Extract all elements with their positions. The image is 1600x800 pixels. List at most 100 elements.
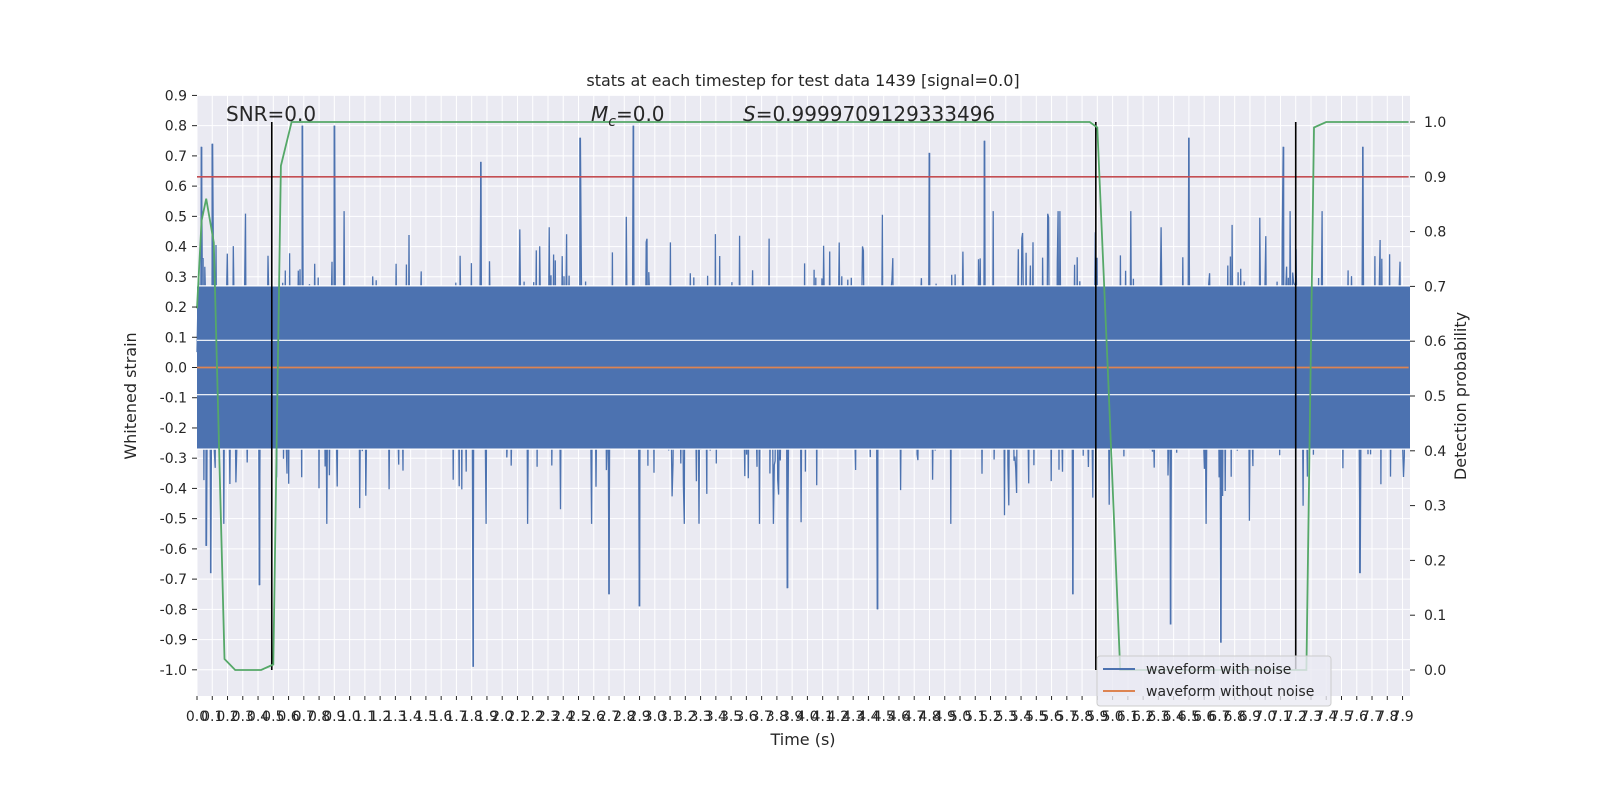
chart-title: stats at each timestep for test data 143…: [586, 71, 1019, 90]
x-tick-label: 7.6: [1346, 709, 1368, 725]
y2-tick-label: 0.4: [1424, 444, 1446, 460]
y-tick-labels: 0.9 0.8 0.7 0.6 0.5 0.4 0.3 0.2 0.1 0.0 -0.1 -0.2 -0…: [160, 88, 197, 679]
x-tick-label: 0.4: [247, 709, 269, 725]
x-tick-label: 0.1: [201, 709, 223, 725]
x-tick-label: 5.0: [1101, 709, 1123, 725]
x-tick-label: 6.7: [1208, 709, 1230, 725]
x-tick-label: 3.3: [689, 709, 711, 725]
snr-annotation: SNR=0.0: [226, 102, 316, 126]
x-tick-label: 4.7: [903, 709, 925, 725]
x-tick-label: 0.5: [262, 709, 284, 725]
x-tick-label: 0.6: [277, 709, 299, 725]
y-tick-label: -0.5: [160, 512, 187, 528]
x-tick-label: 4.2: [827, 709, 849, 725]
y-tick-label: -0.9: [160, 633, 187, 649]
mc-subscript: c: [608, 114, 616, 130]
y2-tick-label: 0.1: [1424, 608, 1446, 624]
x-tick-label: 1.1: [354, 709, 376, 725]
y2-tick-labels: 1.0 0.9 0.8 0.7 0.6 0.5 0.4 0.3 0.2 0.1 0.0: [1410, 115, 1446, 679]
y2-tick-label: 0.6: [1424, 334, 1446, 350]
legend-label-waveform-with-noise: waveform with noise: [1146, 662, 1291, 678]
y-tick-label: 0.3: [165, 270, 187, 286]
x-tick-label: 0.8: [308, 709, 330, 725]
x-tick-label: 5.2: [979, 709, 1001, 725]
x-tick-label: 5.1: [964, 709, 986, 725]
detection-probability-line: [196, 121, 1409, 671]
x-tick-label: 5.4: [1010, 709, 1032, 725]
x-tick-label: 2.2: [522, 709, 544, 725]
x-tick-label: 3.7: [750, 709, 772, 725]
y-tick-label: 0.5: [165, 209, 187, 225]
x-tick-label: 7.2: [1285, 709, 1307, 725]
x-tick-label: 6.4: [1163, 709, 1185, 725]
y2-axis-label: Detection probability: [1451, 312, 1470, 480]
x-tick-label: 2.7: [598, 709, 620, 725]
y2-tick-label: 1.0: [1424, 115, 1446, 131]
x-tick-label: 1.3: [384, 709, 406, 725]
x-tick-label: 3.9: [781, 709, 803, 725]
x-tick-label: 7.8: [1376, 709, 1398, 725]
y2-tick-label: 0.7: [1424, 279, 1446, 295]
x-tick-label: 3.2: [674, 709, 696, 725]
x-tick-label: 0.0: [186, 709, 208, 725]
y-tick-label: 0.8: [165, 119, 187, 135]
x-tick-label: 4.6: [888, 709, 910, 725]
x-tick-label: 1.5: [415, 709, 437, 725]
x-tick-label: 3.5: [720, 709, 742, 725]
x-tick-label: 5.8: [1071, 709, 1093, 725]
x-tick-label: 4.9: [934, 709, 956, 725]
x-tick-label: 3.0: [644, 709, 666, 725]
x-tick-label: 6.3: [1147, 709, 1169, 725]
x-tick-label: 6.5: [1178, 709, 1200, 725]
x-tick-label: 2.0: [491, 709, 513, 725]
x-tick-label: 1.2: [369, 709, 391, 725]
x-tick-label: 5.5: [1025, 709, 1047, 725]
y-tick-label: 0.9: [165, 88, 187, 104]
x-tick-label: 7.9: [1391, 709, 1413, 725]
y2-tick-label: 0.3: [1424, 499, 1446, 515]
x-tick-label: 7.5: [1330, 709, 1352, 725]
line-series: [196, 121, 1409, 671]
x-tick-label: 1.4: [400, 709, 422, 725]
y-tick-label: 0.6: [165, 179, 187, 195]
x-tick-label: 4.8: [918, 709, 940, 725]
legend: waveform with noise waveform without noi…: [1096, 655, 1332, 707]
x-tick-label: 0.2: [216, 709, 238, 725]
x-tick-label: 1.0: [338, 709, 360, 725]
x-tick-labels: 0.00.10.20.30.40.50.60.70.80.91.01.11.21…: [186, 696, 1414, 725]
x-tick-label: 5.3: [995, 709, 1017, 725]
y2-tick-label: 0.8: [1424, 225, 1446, 241]
x-tick-label: 2.6: [583, 709, 605, 725]
x-tick-label: 2.1: [506, 709, 528, 725]
x-tick-label: 7.3: [1300, 709, 1322, 725]
x-tick-label: 2.3: [537, 709, 559, 725]
y-tick-label: -0.2: [160, 421, 187, 437]
x-tick-label: 6.6: [1193, 709, 1215, 725]
y-tick-label: -0.7: [160, 572, 187, 588]
y-tick-label: -0.3: [160, 451, 187, 467]
y-tick-label: 0.1: [165, 330, 187, 346]
x-tick-label: 4.5: [873, 709, 895, 725]
x-tick-label: 4.4: [857, 709, 879, 725]
legend-box: [1096, 655, 1332, 707]
x-tick-label: 0.7: [293, 709, 315, 725]
s-value: =0.9999709129333496: [756, 102, 995, 126]
x-tick-label: 3.4: [705, 709, 727, 725]
x-tick-label: 3.8: [766, 709, 788, 725]
x-tick-label: 1.8: [461, 709, 483, 725]
x-tick-label: 5.7: [1056, 709, 1078, 725]
x-tick-label: 2.4: [552, 709, 574, 725]
x-tick-label: 1.6: [430, 709, 452, 725]
mc-value: =0.0: [616, 102, 665, 126]
x-tick-label: 4.3: [842, 709, 864, 725]
x-tick-label: 2.5: [567, 709, 589, 725]
x-tick-label: 4.1: [812, 709, 834, 725]
x-tick-label: 5.6: [1040, 709, 1062, 725]
x-tick-label: 7.0: [1254, 709, 1276, 725]
x-tick-label: 6.2: [1132, 709, 1154, 725]
x-tick-label: 3.6: [735, 709, 757, 725]
mc-symbol: M: [591, 102, 608, 126]
y-tick-label: 0.4: [165, 240, 187, 256]
legend-label-waveform-without-noise: waveform without noise: [1146, 684, 1314, 700]
